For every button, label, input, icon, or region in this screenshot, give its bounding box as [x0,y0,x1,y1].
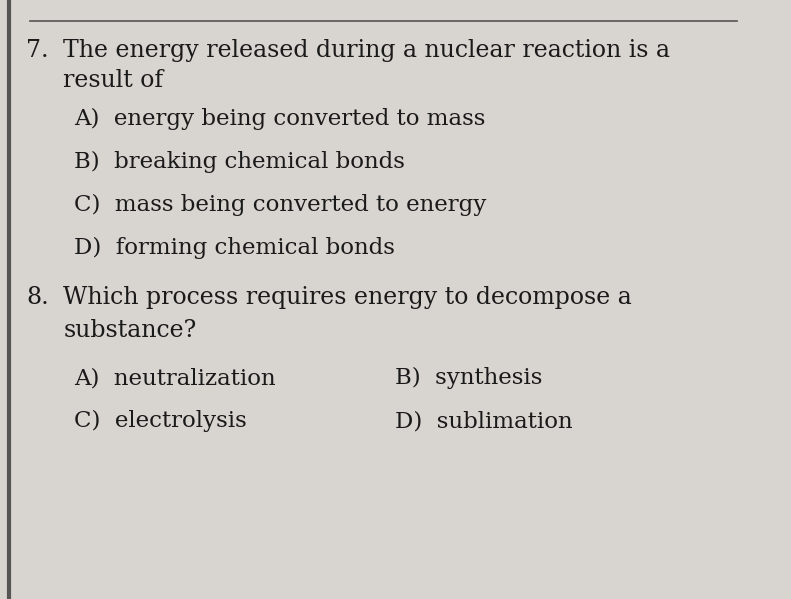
Text: 7.: 7. [26,39,49,62]
Text: result of: result of [63,69,164,92]
Text: D)  sublimation: D) sublimation [395,410,573,432]
Text: C)  electrolysis: C) electrolysis [74,410,248,432]
Text: The energy released during a nuclear reaction is a: The energy released during a nuclear rea… [63,39,670,62]
Text: substance?: substance? [63,319,197,342]
Text: B)  breaking chemical bonds: B) breaking chemical bonds [74,151,405,173]
Text: B)  synthesis: B) synthesis [395,367,542,389]
Text: 8.: 8. [26,286,49,309]
Text: A)  energy being converted to mass: A) energy being converted to mass [74,108,486,130]
Text: A)  neutralization: A) neutralization [74,367,276,389]
Text: D)  forming chemical bonds: D) forming chemical bonds [74,237,396,259]
Text: C)  mass being converted to energy: C) mass being converted to energy [74,194,487,216]
Text: Which process requires energy to decompose a: Which process requires energy to decompo… [63,286,632,309]
